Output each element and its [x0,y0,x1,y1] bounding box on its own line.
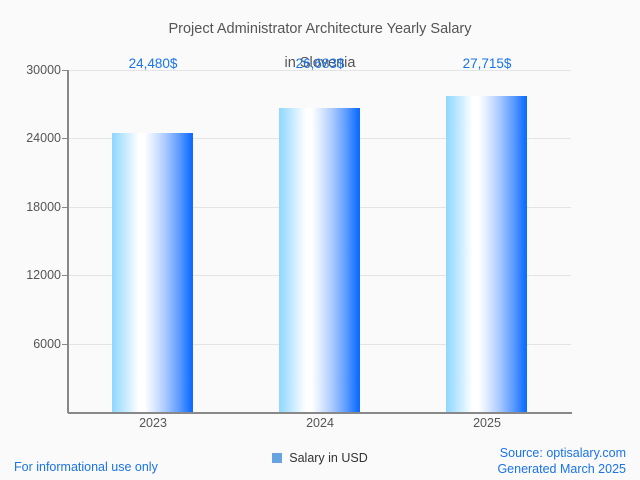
gridline-30000 [68,70,571,71]
chart-title-line1: Project Administrator Architecture Yearl… [168,21,472,37]
legend: Salary in USD [0,450,640,466]
legend-item-salary-in-usd[interactable]: Salary in USD [268,450,372,466]
y-tick-label-24000: 24000 [26,131,61,145]
y-tick-mark-6000 [62,344,68,346]
y-tick-label-30000: 30000 [26,63,61,77]
legend-swatch-icon [272,453,283,463]
source-block: Source: optisalary.com Generated March 2… [497,446,626,477]
source-text: Source: optisalary.com [499,446,626,460]
y-tick-mark-30000 [62,70,68,72]
bar-2023[interactable] [112,133,193,412]
value-label-2023: 24,480$ [128,56,178,71]
value-label-2024: 26,683$ [295,56,345,71]
generated-text: Generated March 2025 [497,461,626,476]
plot-area [68,70,571,412]
x-tick-label-2024: 2024 [306,416,334,430]
x-tick-label-2023: 2023 [139,416,167,430]
y-tick-mark-24000 [62,138,68,140]
chart-title-line2: in Slovenia [284,55,356,71]
y-tick-label-12000: 12000 [26,268,61,282]
x-tick-label-2025: 2025 [473,416,501,430]
y-tick-mark-18000 [62,207,68,209]
y-axis-labels: 30000 24000 18000 12000 6000 [0,0,61,480]
value-label-2025: 27,715$ [462,56,512,71]
bar-2024[interactable] [279,108,360,412]
legend-label: Salary in USD [289,451,368,465]
y-tick-label-18000: 18000 [26,200,61,214]
y-tick-mark-12000 [62,275,68,277]
y-tick-label-6000: 6000 [33,337,61,351]
y-axis-line [67,70,69,413]
x-axis-line [68,412,572,414]
disclaimer-text: For informational use only [14,460,158,474]
bar-2025[interactable] [446,96,527,412]
chart-title: Project Administrator Architecture Yearl… [0,4,640,72]
